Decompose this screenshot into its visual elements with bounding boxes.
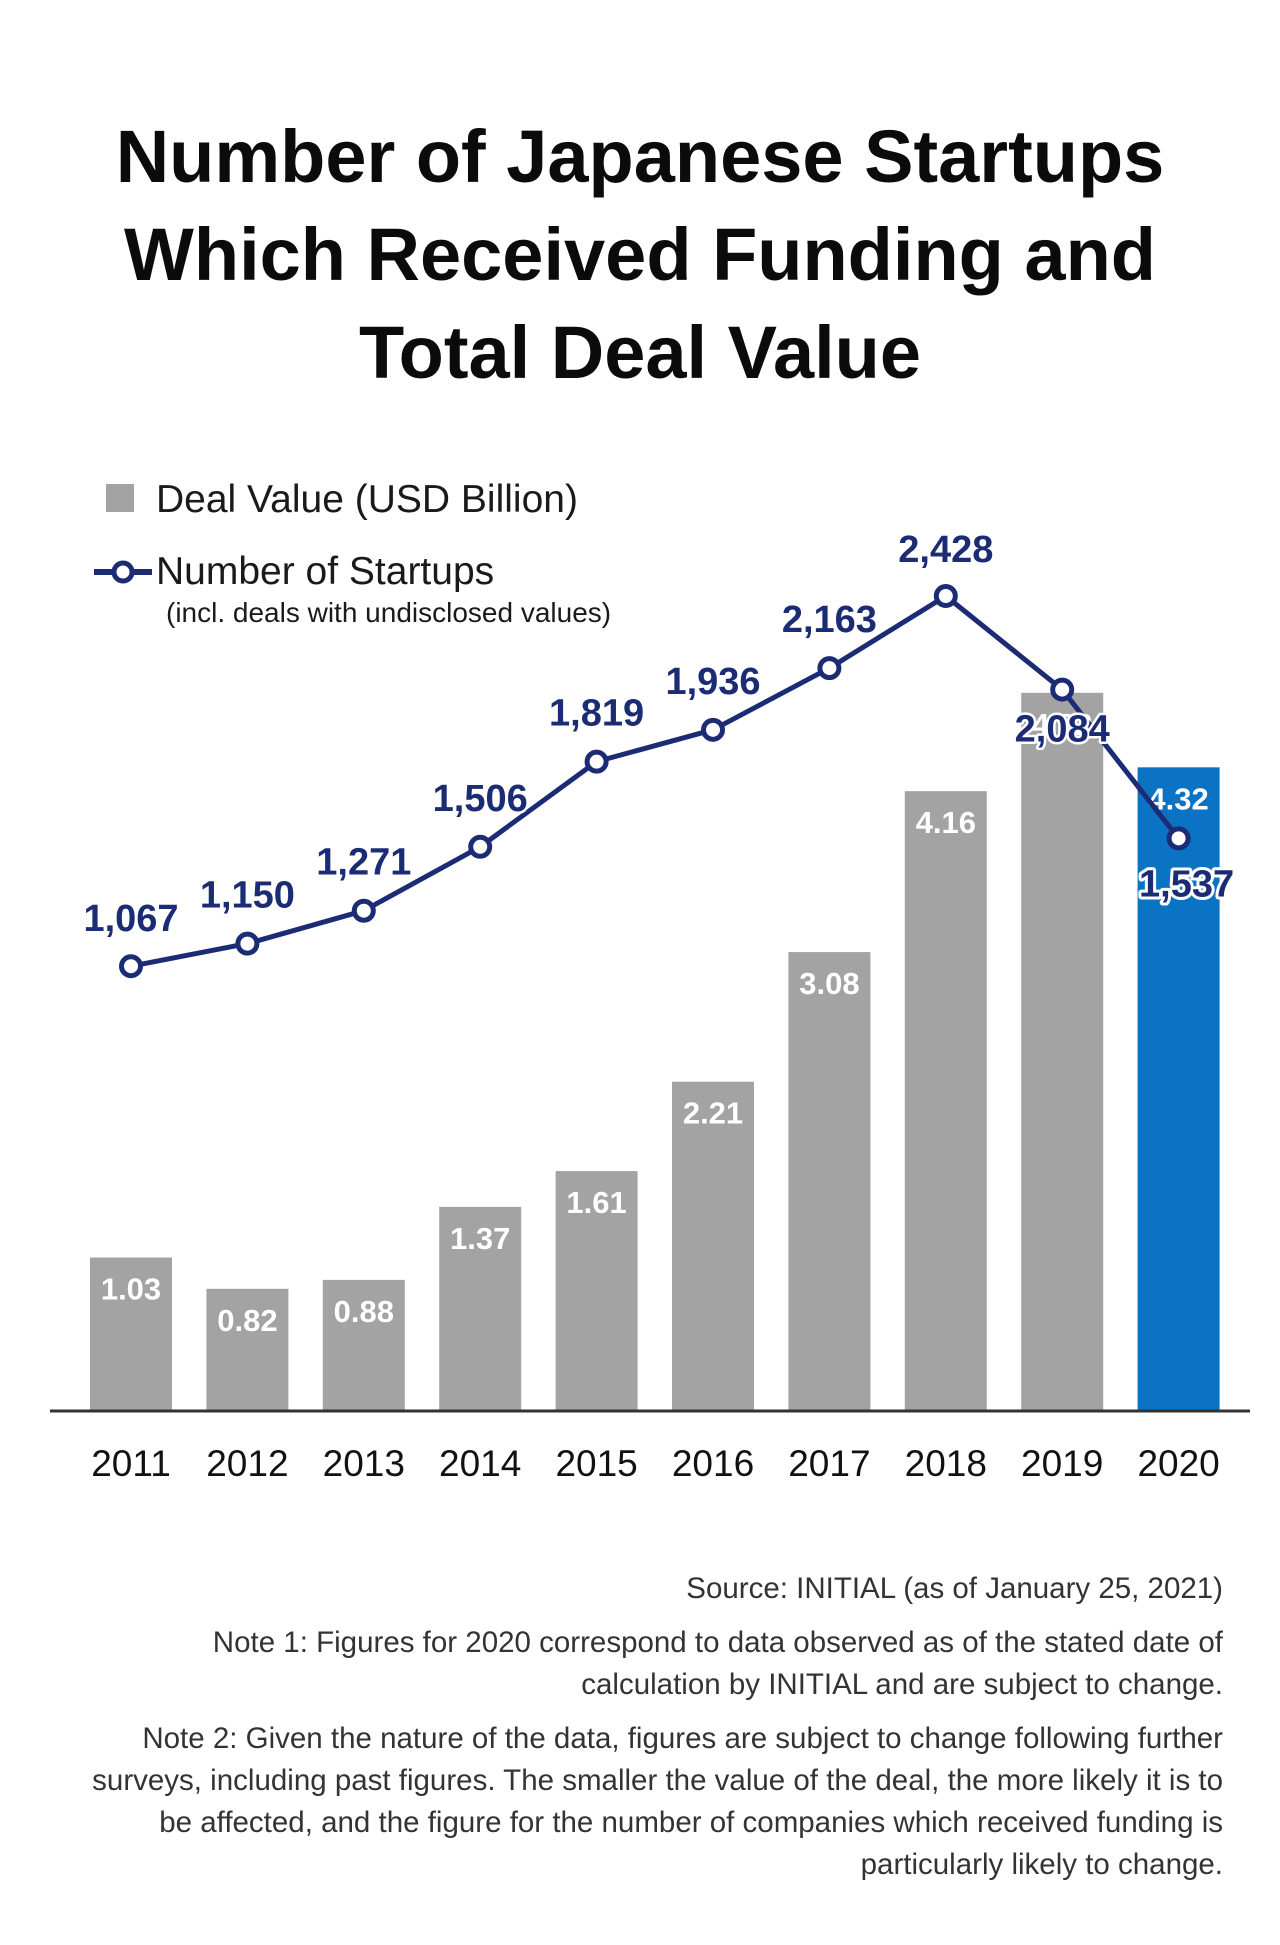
bar-label-2013: 0.88 [334,1294,394,1329]
point-label-2013: 1,271 [316,842,411,884]
bar-label-2018: 4.16 [916,805,976,840]
bar-2018 [904,791,987,1411]
x-tick-2020: 2020 [1137,1443,1219,1484]
x-tick-2017: 2017 [788,1443,870,1484]
note-2: Note 2: Given the nature of the data, fi… [92,1722,1223,1881]
point-label-2014: 1,506 [433,778,528,820]
bar-2014 [439,1206,522,1411]
point-2018 [933,584,958,608]
point-label-2017: 2,163 [782,599,877,641]
point-2012 [235,931,260,956]
combo-chart: Deal Value (USD Billion) Number of Start… [50,478,1250,1484]
point-label-2015: 1,819 [549,693,644,735]
legend-line-label: Number of Startups [156,550,494,593]
note-1: Note 1: Figures for 2020 correspond to d… [212,1626,1223,1701]
x-tick-2018: 2018 [905,1443,987,1484]
source-note: Source: INITIAL (as of January 25, 2021) [686,1572,1223,1605]
x-tick-2013: 2013 [323,1443,405,1484]
bar-label-2016: 2.21 [683,1096,743,1131]
title-line-1: Number of Japanese Startups [115,115,1165,198]
point-2017 [817,656,842,681]
bar-2015 [555,1171,638,1411]
legend: Deal Value (USD Billion) Number of Start… [94,478,611,628]
line-points [119,584,1191,979]
x-tick-labels: 2011 2012 2013 2014 2015 2016 2017 2018 2019 2020 [91,1443,1220,1484]
point-2019 [1050,677,1075,702]
legend-line-sublabel: (incl. deals with undisclosed values) [166,597,611,628]
bar-label-2017: 3.08 [799,966,859,1001]
title-line-3: Total Deal Value [358,311,922,394]
point-label-2019: 2,084 [1015,709,1110,751]
bar-2016 [672,1081,754,1411]
point-2011 [119,954,143,979]
point-label-2020: 1,537 [1139,863,1234,905]
point-2016 [701,717,725,742]
chart-title: Number of Japanese Startups Which Receiv… [0,108,1280,402]
bar-2011 [90,1257,172,1411]
bar-2017 [788,952,871,1411]
line-point-labels: 1,067 1,150 1,271 1,506 1,819 1,936 2,163 2,428… [81,527,1237,943]
bar-2013 [322,1279,405,1411]
legend-line-marker [111,560,135,584]
legend-bar-swatch [106,484,134,512]
bar-2012 [206,1288,289,1411]
startups-line [130,593,1181,969]
bar-label-2011: 1.03 [101,1272,161,1307]
x-tick-2014: 2014 [439,1443,521,1484]
point-label-2011: 1,067 [83,898,178,940]
x-tick-2011: 2011 [91,1443,171,1484]
point-2015 [584,749,609,774]
point-2013 [351,898,376,923]
bar-label-2014: 1.37 [450,1221,510,1256]
point-label-2012: 1,150 [200,875,295,917]
x-tick-2012: 2012 [206,1443,288,1484]
point-2014 [468,834,493,859]
legend-bar-label: Deal Value (USD Billion) [156,478,578,521]
point-label-2018: 2,428 [898,529,993,571]
bar-labels: 1.030.82 0.881.371.612.213.084.164.824.32 [101,707,1209,1338]
x-tick-2015: 2015 [555,1443,637,1484]
title-line-2: Which Received Funding and [124,213,1156,296]
point-2020 [1166,826,1191,851]
bar-2020 [1137,767,1220,1411]
x-tick-2019: 2019 [1021,1443,1103,1484]
bar-label-2012: 0.82 [217,1303,277,1338]
point-label-2016: 1,936 [665,661,760,703]
bar-series [90,692,1220,1411]
footnotes: Source: INITIAL (as of January 25, 2021)… [73,1568,1223,1898]
x-tick-2016: 2016 [672,1443,754,1484]
bar-2019 [1021,692,1104,1411]
bar-label-2015: 1.61 [566,1185,626,1220]
